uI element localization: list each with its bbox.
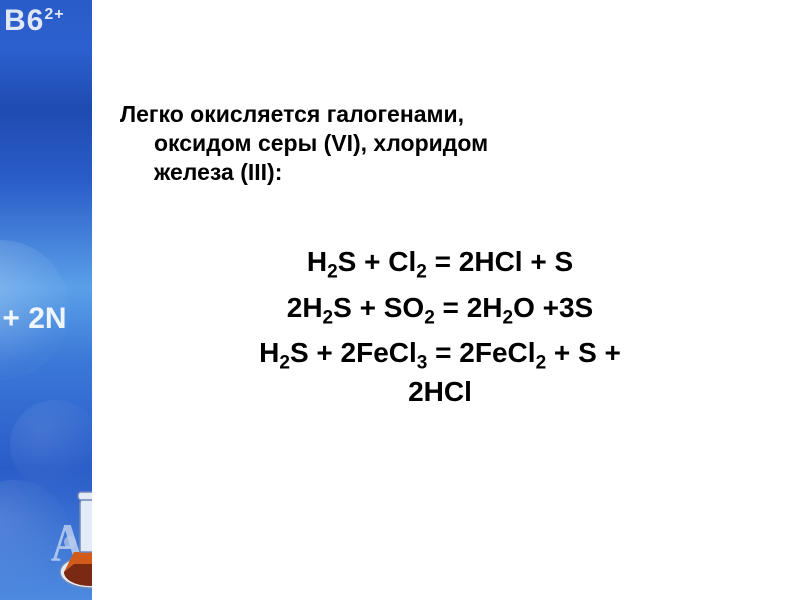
intro-line-3: железа (III): <box>120 158 760 187</box>
slide-content: Легко окисляется галогенами, оксидом сер… <box>120 100 760 414</box>
strip-fragment-mid: .+ 2N <box>0 302 67 336</box>
strip-fragment-top-sup: 2+ <box>44 6 64 23</box>
intro-line-2: оксидом серы (VI), хлоридом <box>120 129 760 158</box>
equation-block: H2S + Cl2 = 2HCl + S 2H2S + SO2 = 2H2O +… <box>120 240 760 414</box>
intro-line-1: Легко окисляется галогенами, <box>120 101 464 127</box>
flask-icon <box>56 482 92 592</box>
equation-2: 2H2S + SO2 = 2H2O +3S <box>120 286 760 329</box>
strip-fragment-top-a: B6 <box>4 4 44 37</box>
strip-fragment-top: B62+ <box>4 4 65 38</box>
equation-3: H2S + 2FeCl3 = 2FeCl2 + S + <box>120 331 760 374</box>
equation-1: H2S + Cl2 = 2HCl + S <box>120 240 760 283</box>
decorative-left-strip: B62+ .+ 2N A <box>0 0 92 600</box>
strip-fragment-mid-text: + 2N <box>2 302 66 335</box>
intro-paragraph: Легко окисляется галогенами, оксидом сер… <box>120 100 760 186</box>
bubble-decoration <box>10 400 92 490</box>
equation-3-cont: 2HCl <box>120 370 760 413</box>
